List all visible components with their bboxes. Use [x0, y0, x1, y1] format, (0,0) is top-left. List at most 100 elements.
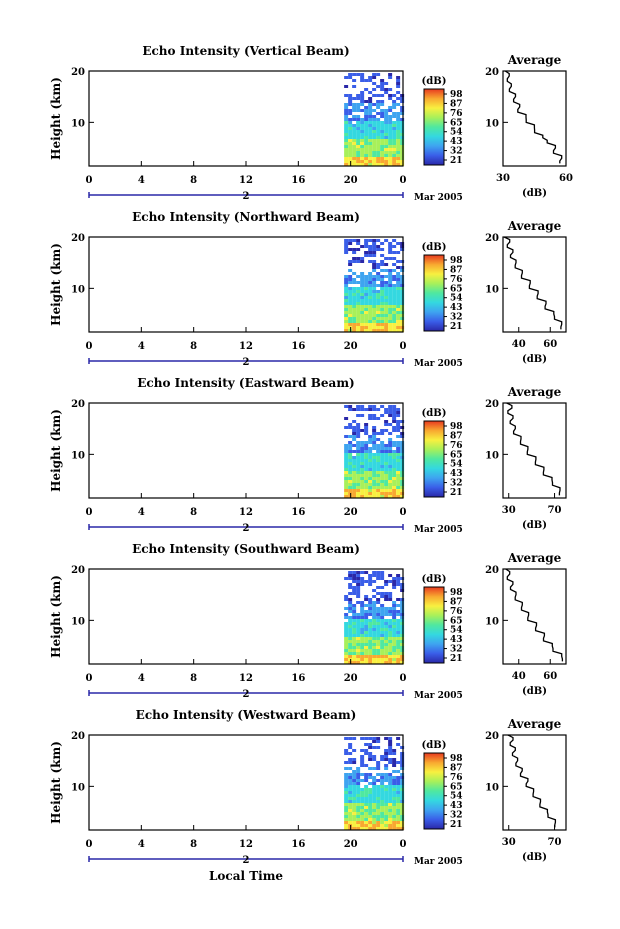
date-label: Mar 2005 [414, 691, 463, 701]
heatmap-cell [396, 79, 401, 82]
heatmap-cell [360, 628, 365, 631]
heatmap-cell [380, 317, 385, 320]
heatmap-cell [352, 758, 357, 761]
heatmap-cell [376, 631, 381, 634]
heatmap-cell [376, 634, 381, 637]
average-profile-line [504, 70, 563, 164]
heatmap-cell [352, 646, 357, 649]
heatmap-cell [348, 453, 353, 456]
heatmap-cell [368, 127, 373, 130]
heatmap-cell [364, 809, 369, 812]
heatmap-cell [392, 776, 397, 779]
heatmap-cell [372, 441, 377, 444]
heatmap-cell [368, 495, 373, 498]
heatmap-cell [368, 329, 373, 332]
heatmap-cell [356, 619, 361, 622]
heatmap-cell [376, 824, 381, 827]
heatmap-cell [352, 474, 357, 477]
heatmap-cell [372, 613, 377, 616]
heatmap-cell [356, 281, 361, 284]
heatmap-cell [368, 308, 373, 311]
heatmap-cell [372, 737, 377, 740]
heatmap-cell [388, 308, 393, 311]
heatmap-cell [364, 447, 369, 450]
heatmap-cell [360, 486, 365, 489]
heatmap-cell [380, 815, 385, 818]
average-frame [502, 568, 567, 665]
heatmap-cell [384, 737, 389, 740]
heatmap-cell [356, 824, 361, 827]
heatmap-cell [364, 79, 369, 82]
heatmap-cell [384, 133, 389, 136]
heatmap-cell [352, 761, 357, 764]
heatmap-cell [344, 157, 349, 160]
heatmap-cell [380, 130, 385, 133]
heatmap-cell [400, 643, 405, 646]
heatmap-cell [400, 97, 405, 100]
heatmap-cell [344, 133, 349, 136]
heatmap-cell [368, 91, 373, 94]
heatmap-cell [368, 598, 373, 601]
heatmap-cell [364, 480, 369, 483]
heatmap-cell [396, 800, 401, 803]
heatmap-cell [376, 767, 381, 770]
heatmap-cell [388, 305, 393, 308]
heatmap-cell [368, 260, 373, 263]
heatmap-cell [380, 160, 385, 163]
heatmap-cell [376, 495, 381, 498]
heatmap-cell [388, 245, 393, 248]
heatmap-cell [364, 284, 369, 287]
heatmap-cell [360, 260, 365, 263]
heatmap-cell [360, 809, 365, 812]
heatmap-cell [388, 800, 393, 803]
colorbar-tick-label: 54 [450, 460, 463, 470]
heatmap-cell [364, 275, 369, 278]
heatmap-cell [376, 408, 381, 411]
heatmap-cell [360, 450, 365, 453]
heatmap-cell [396, 827, 401, 830]
heatmap-cell [360, 453, 365, 456]
heatmap-cell [372, 254, 377, 257]
heatmap-cell [368, 408, 373, 411]
heatmap-cell [344, 652, 349, 655]
colorbar-tick-label: 76 [450, 441, 463, 451]
heatmap-cell [364, 489, 369, 492]
heatmap-cell [348, 477, 353, 480]
heatmap-cell [388, 758, 393, 761]
heatmap-cell [388, 649, 393, 652]
colorbar-tick-label: 21 [450, 322, 463, 332]
heatmap-cell [352, 429, 357, 432]
y-tick-label: 20 [71, 565, 85, 576]
heatmap-cell [356, 646, 361, 649]
heatmap-cell [364, 121, 369, 124]
heatmap-cell [392, 100, 397, 103]
heatmap-cell [376, 290, 381, 293]
heatmap-cell [380, 577, 385, 580]
heatmap-cell [392, 815, 397, 818]
heatmap-cell [348, 827, 353, 830]
colorbar-tick-label: 43 [450, 801, 463, 811]
heatmap-cell [356, 486, 361, 489]
heatmap-cell [364, 423, 369, 426]
heatmap-cell [384, 88, 389, 91]
heatmap-cell [364, 163, 369, 166]
heatmap-cell [360, 634, 365, 637]
heatmap-cell [356, 637, 361, 640]
heatmap-cell [392, 299, 397, 302]
heatmap-cell [396, 320, 401, 323]
heatmap-cell [372, 239, 377, 242]
heatmap-cell [360, 272, 365, 275]
heatmap-cell [348, 583, 353, 586]
heatmap-cell [360, 471, 365, 474]
heatmap-cell [376, 655, 381, 658]
heatmap-cell [364, 613, 369, 616]
heatmap-cell [356, 492, 361, 495]
heatmap-cell [348, 130, 353, 133]
heatmap-cell [356, 329, 361, 332]
heatmap-cell [368, 652, 373, 655]
heatmap-cell [380, 290, 385, 293]
heatmap-cell [396, 139, 401, 142]
heatmap-cell [388, 136, 393, 139]
heatmap-cell [376, 148, 381, 151]
heatmap-cell [356, 821, 361, 824]
